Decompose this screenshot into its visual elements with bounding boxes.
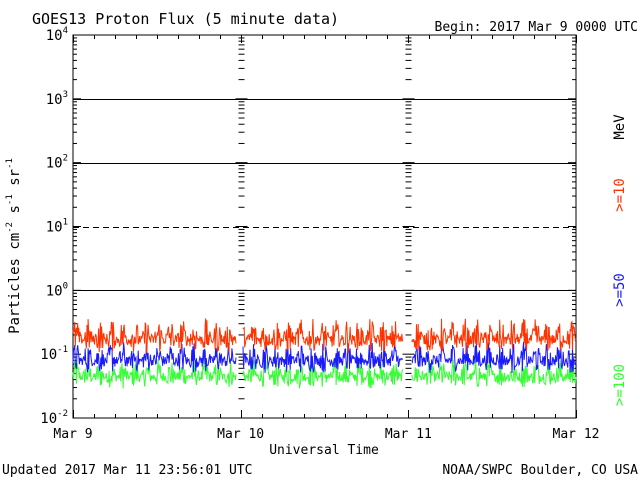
legend-entry: >=10: [612, 178, 628, 212]
legend-entry: >=50: [612, 273, 628, 307]
day-divider-ticks: [235, 34, 415, 419]
threshold-lines: [73, 99, 576, 291]
series-line: [72, 318, 237, 354]
x-tick-label: Mar 10: [217, 427, 264, 442]
series-line: [242, 342, 403, 374]
y-tick-label: 100: [46, 281, 68, 299]
x-tick-label: Mar 11: [385, 427, 432, 442]
y-tick-labels: 104 103 102 101 100 10-1 10-2: [40, 26, 68, 427]
updated-timestamp: Updated 2017 Mar 11 23:56:01 UTC: [2, 463, 252, 478]
y-tick-label: 103: [46, 90, 68, 108]
y-tick-label: 10-2: [40, 409, 68, 427]
x-axis-label: Universal Time: [269, 443, 379, 458]
series-line: [411, 341, 577, 374]
legend-unit: MeV: [612, 114, 628, 140]
legend: >=100 >=50 >=10 MeV: [612, 114, 628, 406]
series-line: [411, 359, 577, 388]
begin-label: Begin: 2017 Mar 9 0000 UTC: [435, 20, 639, 35]
chart-title: GOES13 Proton Flux (5 minute data): [32, 10, 339, 28]
series-line: [72, 359, 237, 389]
x-tick-label: Mar 9: [53, 427, 92, 442]
legend-entry: >=100: [612, 364, 628, 406]
series-line: [242, 318, 403, 354]
x-tick-label: Mar 12: [553, 427, 600, 442]
y-tick-label: 102: [46, 154, 68, 172]
series-line: [411, 318, 577, 354]
y-axis-label: Particles cm-2 s-1 sr-1: [5, 158, 23, 334]
x-tick-labels: Mar 9 Mar 10 Mar 11 Mar 12: [53, 427, 599, 442]
data-series: [72, 318, 577, 389]
source-credit: NOAA/SWPC Boulder, CO USA: [442, 463, 638, 478]
y-tick-label: 104: [46, 26, 68, 44]
y-tick-label: 101: [46, 218, 68, 236]
y-tick-label: 10-1: [40, 345, 68, 363]
series-line: [72, 342, 237, 373]
y-axis-ticks: [73, 34, 577, 419]
